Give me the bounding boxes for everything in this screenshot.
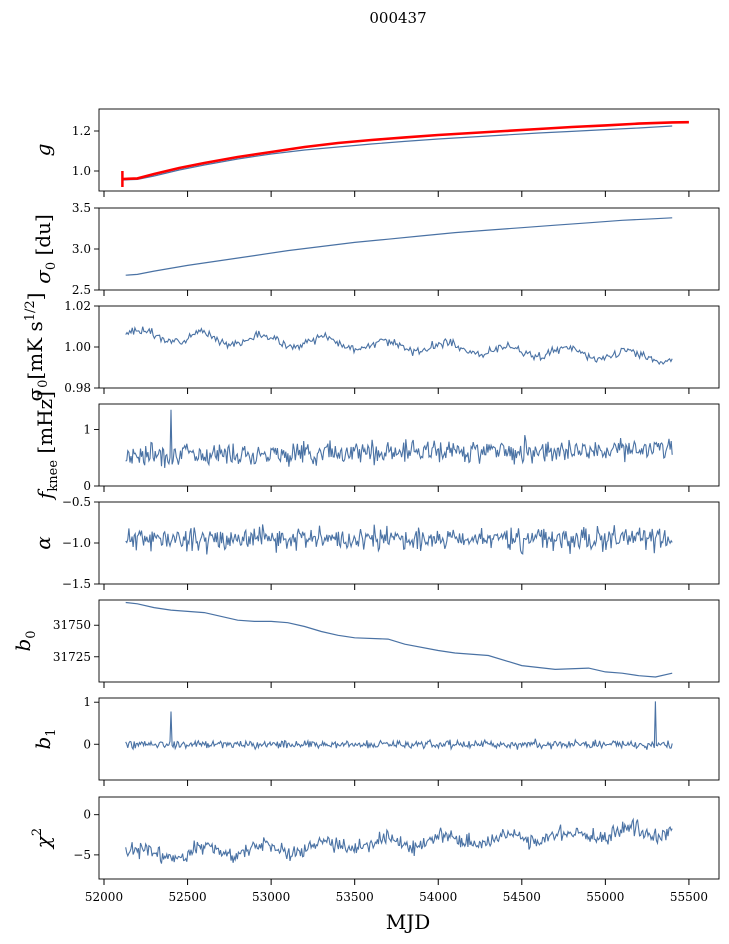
x-axis-label: MJD — [386, 910, 431, 934]
y-axis-label-part: σ — [31, 269, 55, 284]
panel-series-group — [125, 325, 673, 366]
y-tick-label: −1.0 — [62, 536, 91, 550]
panel-series-group — [125, 409, 673, 468]
y-tick-label: 1.2 — [72, 124, 91, 138]
panel-frame — [98, 403, 720, 487]
panel-frame — [98, 305, 720, 389]
series-line-fknee — [125, 409, 673, 468]
panel-series-group — [125, 524, 673, 555]
y-axis-label-part: 0 — [36, 380, 51, 388]
y-axis-label-sigma0_du: σ0 [du] — [31, 214, 59, 284]
y-axis-label-part: b — [11, 639, 35, 652]
y-tick-label: 2.5 — [72, 283, 91, 297]
series-line-b0 — [125, 601, 673, 678]
y-tick-label: 31750 — [53, 618, 91, 632]
y-axis-label-part: 2 — [30, 828, 45, 836]
x-tick-label: 53000 — [252, 890, 290, 904]
x-tick-label: 53500 — [336, 890, 374, 904]
panel-frame — [98, 796, 720, 880]
y-axis-label-b0: b0 — [11, 630, 39, 651]
y-tick-label: 3.5 — [72, 201, 91, 215]
panel-series-group — [125, 601, 673, 678]
y-tick-label: 3.0 — [72, 242, 91, 256]
y-axis-label-part: 0 — [24, 630, 39, 638]
y-tick-label: −1.5 — [62, 577, 91, 591]
y-axis-label-part: b — [31, 737, 55, 750]
y-axis-label-g: g — [31, 144, 55, 157]
y-axis-label-part: [mK s — [23, 321, 47, 379]
panel-fknee: 0 1 fknee [mHz] — [33, 391, 720, 501]
series-line-chi2 — [125, 817, 673, 864]
y-axis-label-chi2: χ2 — [30, 828, 55, 850]
y-axis-label-part: 1 — [44, 728, 59, 736]
y-tick-label: 0 — [83, 479, 91, 493]
y-tick-label: 1 — [83, 422, 91, 436]
x-tick-label: 52500 — [168, 890, 206, 904]
series-line-sigma0 — [125, 217, 673, 276]
panel-series-group — [125, 701, 673, 751]
y-tick-label: −5 — [73, 848, 91, 862]
x-tick-label: 55500 — [670, 890, 708, 904]
chart-title: 000437 — [369, 9, 426, 27]
panel-sigma0_mk: 0.98 1.00 1.02 σ0[mK s1/2] — [23, 292, 720, 402]
x-tick-label: 52000 — [85, 890, 123, 904]
y-axis-label-part: ] — [23, 292, 47, 300]
x-tick-label: 55000 — [586, 890, 624, 904]
y-axis-label-part: g — [31, 144, 55, 157]
y-axis-label-fknee: fknee [mHz] — [33, 391, 61, 501]
series-line-alpha — [125, 524, 673, 555]
y-axis-label-part: knee — [46, 460, 61, 492]
y-axis-label-part: α — [31, 536, 55, 550]
panel-frame — [98, 697, 720, 781]
y-tick-label: 31725 — [53, 650, 91, 664]
y-tick-label: 0.98 — [64, 381, 91, 395]
y-axis-label-part: [du] — [31, 214, 55, 262]
y-tick-label: 1.0 — [72, 164, 91, 178]
panel-series-group — [125, 217, 673, 276]
y-axis-label-part: [mHz] — [33, 391, 57, 460]
panel-sigma0_du: 2.5 3.0 3.5 σ0 [du] — [31, 201, 720, 297]
panel-g: 1.0 1.2 g — [31, 108, 720, 197]
y-tick-label: 0 — [83, 737, 91, 751]
y-axis-label-part: σ — [23, 388, 47, 402]
panels: 1.01.2g2.53.03.5σ0 [du]0.981.001.02σ0[mK… — [11, 108, 720, 904]
panel-frame — [98, 599, 720, 683]
series-line-g-fit — [122, 120, 689, 181]
y-tick-label: −0.5 — [62, 495, 91, 509]
series-line-sigma0_mk — [125, 325, 673, 366]
y-axis-label-b1: b1 — [31, 728, 59, 749]
y-axis-label-sigma0_mk: σ0[mK s1/2] — [23, 292, 51, 401]
panel-frame — [98, 108, 720, 192]
y-axis-label-part: 1/2 — [23, 300, 38, 321]
panel-series-group — [125, 817, 673, 864]
panel-b0: 31725 31750 b0 — [11, 599, 720, 688]
y-tick-label: 0 — [83, 808, 91, 822]
x-tick-label: 54000 — [419, 890, 457, 904]
series-line-g — [122, 125, 673, 181]
y-tick-label: 1.02 — [64, 299, 91, 313]
x-tick-label: 54500 — [503, 890, 541, 904]
panel-series-group — [121, 120, 689, 187]
y-tick-label: 1.00 — [64, 340, 91, 354]
y-axis-label-part: χ — [31, 834, 55, 850]
y-tick-label: 1 — [83, 695, 91, 709]
panel-chi2: −5 0 52000 52500 53000 53500 54000 54500 55000 55… — [30, 796, 720, 904]
series-line-b1 — [125, 701, 673, 751]
panel-alpha: −1.5 −1.0 −0.5 α — [31, 495, 720, 591]
y-axis-label-alpha: α — [31, 536, 55, 550]
y-axis-label-part: 0 — [44, 262, 59, 270]
